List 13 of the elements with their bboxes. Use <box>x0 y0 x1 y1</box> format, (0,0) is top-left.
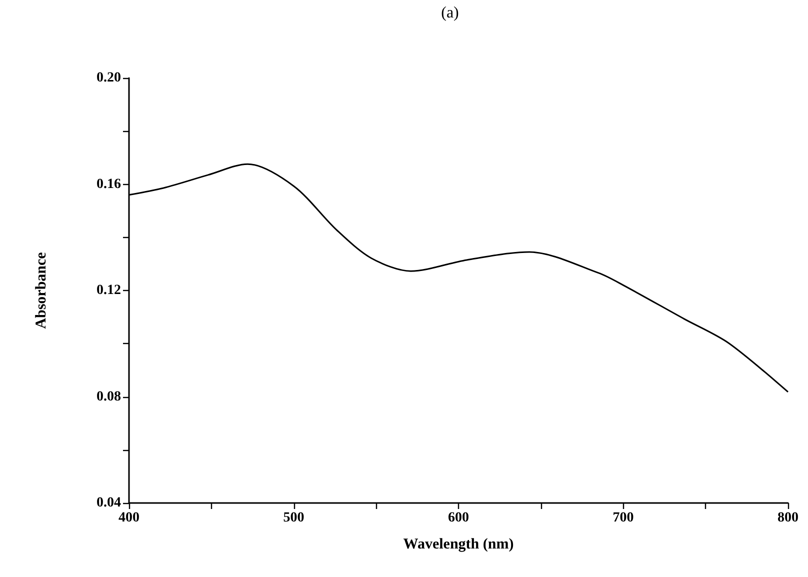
chart-title: (a) <box>441 4 459 22</box>
x-tick-label: 500 <box>283 510 304 526</box>
x-tick-label: 400 <box>118 510 140 526</box>
y-tick-label: 0.08 <box>96 389 121 404</box>
x-tick-label: 600 <box>448 510 469 526</box>
x-axis-title: Wavelength (nm) <box>403 536 514 552</box>
y-axis-title: Absorbance <box>34 252 50 329</box>
y-tick-label: 0.16 <box>96 176 121 192</box>
x-tick-label: 700 <box>612 510 634 526</box>
y-tick-label: 0.20 <box>96 70 121 86</box>
y-tick-label: 0.04 <box>96 496 121 510</box>
y-tick-label: 0.12 <box>96 283 121 298</box>
x-tick-label: 800 <box>778 510 798 526</box>
